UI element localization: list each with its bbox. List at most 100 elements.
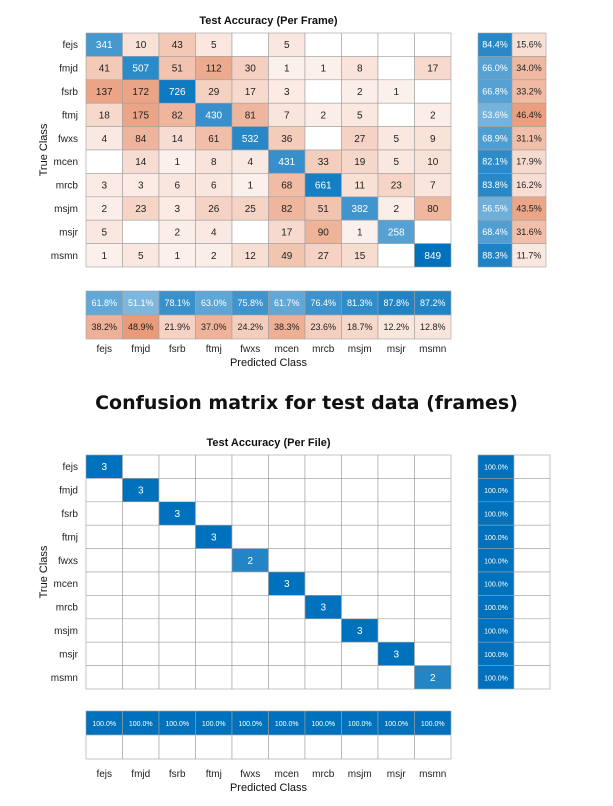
cell-value: 5 (101, 227, 107, 238)
matrix-cell (414, 595, 452, 620)
matrix-cell (414, 524, 452, 549)
cell-value: 3 (320, 603, 326, 614)
matrix-cell (377, 524, 415, 549)
row-summary-value: 43.5% (516, 204, 542, 214)
row-summary-value: 82.1% (482, 157, 508, 167)
matrix-cell (414, 79, 452, 104)
cell-value: 1 (174, 251, 180, 262)
cell-value: 2 (211, 251, 217, 262)
row-summary-value: 100.0% (484, 582, 508, 589)
column-summary-cell (341, 290, 379, 316)
cell-value: 33 (318, 157, 330, 168)
cell-value: 3 (284, 579, 290, 590)
column-summary-cell (414, 314, 452, 340)
column-summary-value: 23.6% (310, 322, 336, 332)
column-label: mcen (275, 344, 299, 355)
matrix-cell (377, 454, 415, 479)
row-summary: 100.0% 100.0% 100.0% 100.0% 100.0% 100.0% 100.… (477, 454, 551, 690)
cell-value: 3 (284, 87, 290, 98)
matrix-cell (414, 548, 452, 573)
column-summary-value: 100.0% (421, 721, 445, 728)
matrix-cell (377, 56, 415, 81)
column-label: msjm (348, 344, 372, 355)
column-summary-value: 37.0% (201, 322, 227, 332)
row-summary-value: 100.0% (484, 675, 508, 682)
matrix-cell (304, 79, 342, 104)
row-summary-value: 68.9% (482, 133, 508, 143)
matrix-cell (341, 32, 379, 57)
row-summary-value: 100.0% (484, 488, 508, 495)
matrix-cell (195, 501, 233, 526)
matrix-cell (304, 478, 342, 503)
matrix-cell (231, 641, 269, 666)
matrix-cell (122, 219, 160, 244)
cell-value: 3 (357, 626, 363, 637)
column-summary-value: 38.3% (274, 322, 300, 332)
column-summary-value: 38.2% (91, 322, 117, 332)
row-label: mcen (54, 579, 78, 590)
matrix-cell (341, 501, 379, 526)
matrix-cell (158, 454, 196, 479)
column-label: msmn (419, 769, 446, 780)
cell-value: 2 (430, 673, 436, 684)
matrix-cell (122, 618, 160, 643)
matrix-cell (268, 478, 306, 503)
matrix-cell (231, 454, 269, 479)
column-summary-value: 87.2% (420, 298, 446, 308)
column-summary-cell (377, 314, 415, 340)
cell-value: 1 (101, 251, 107, 262)
column-summary-cell (231, 734, 269, 760)
matrix-cell (268, 548, 306, 573)
column-summary-value: 61.8% (91, 298, 117, 308)
matrix-cell (414, 618, 452, 643)
cell-value: 3 (138, 181, 144, 192)
row-summary-value: 16.2% (516, 180, 542, 190)
matrix-cell (268, 454, 306, 479)
cell-value: 5 (393, 157, 399, 168)
cell-value: 27 (318, 251, 330, 262)
cell-value: 137 (96, 87, 113, 98)
matrix-cell (85, 548, 123, 573)
column-summary-cell (85, 290, 123, 316)
row-label: mcen (54, 157, 78, 168)
chart-title: Test Accuracy (Per File) (206, 437, 330, 449)
matrix-cell (377, 665, 415, 690)
cell-value: 726 (169, 87, 186, 98)
confusion-matrix-per-frame: Test Accuracy (Per Frame)341 10 43 5 541 507 5… (38, 15, 547, 369)
row-summary-value: 11.7% (517, 250, 542, 260)
row-summary-value: 83.8% (482, 180, 508, 190)
row-summary-value: 46.4% (516, 110, 542, 120)
matrix-cell (377, 32, 415, 57)
matrix-cell (85, 571, 123, 596)
row-label: fejs (62, 40, 78, 51)
row-label: msjr (59, 649, 79, 660)
matrix-cell (195, 618, 233, 643)
cell-value: 1 (284, 64, 290, 75)
column-label: fejs (96, 769, 112, 780)
cell-value: 82 (172, 110, 184, 121)
matrix-cell (158, 595, 196, 620)
cell-value: 3 (101, 181, 107, 192)
cell-value: 61 (208, 134, 220, 145)
row-label: msmn (51, 251, 78, 262)
matrix-cell (195, 548, 233, 573)
row-summary-value: 100.0% (484, 558, 508, 565)
matrix-cell (341, 571, 379, 596)
cell-value: 9 (430, 134, 436, 145)
y-axis-label: True Class (38, 545, 50, 598)
matrix-cell (341, 524, 379, 549)
column-summary-cell (158, 734, 196, 760)
matrix-cell (195, 454, 233, 479)
matrix-cell (158, 571, 196, 596)
matrix-cell (304, 126, 342, 151)
matrix-cell (231, 595, 269, 620)
row-summary-value: 100.0% (484, 652, 508, 659)
column-summary-cell (85, 710, 123, 736)
matrix-cell (304, 571, 342, 596)
column-summary-cell (414, 290, 452, 316)
cell-value: 17 (281, 227, 293, 238)
cell-value: 172 (132, 87, 149, 98)
row-label: mrcb (56, 181, 79, 192)
matrix-cell (304, 32, 342, 57)
column-summary-cell (231, 314, 269, 340)
